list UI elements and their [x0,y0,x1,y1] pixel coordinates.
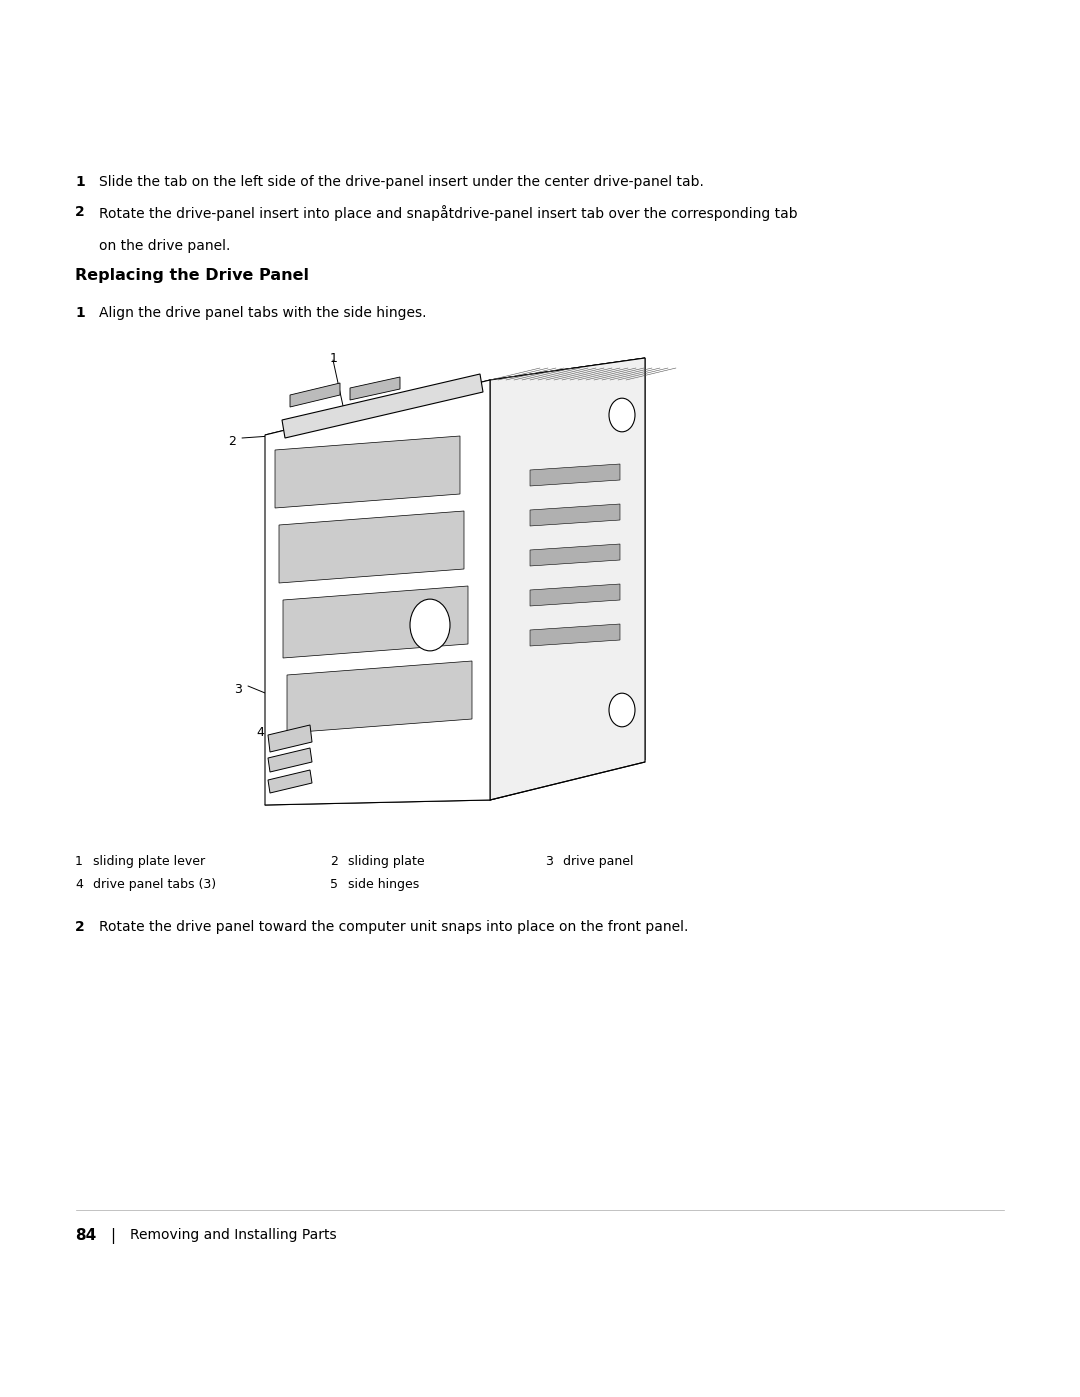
Polygon shape [268,725,312,752]
Polygon shape [283,585,468,658]
Text: 3: 3 [545,855,553,868]
Text: 1: 1 [75,855,83,868]
Text: 84: 84 [75,1228,96,1243]
Polygon shape [279,511,464,583]
Polygon shape [530,464,620,486]
Polygon shape [291,383,340,407]
Text: 5: 5 [291,752,298,766]
Text: Align the drive panel tabs with the side hinges.: Align the drive panel tabs with the side… [98,306,427,320]
Text: 2: 2 [228,434,235,448]
Text: 4: 4 [75,877,83,891]
Polygon shape [268,770,312,793]
Polygon shape [282,374,483,439]
Circle shape [609,693,635,726]
Text: 3: 3 [234,683,242,696]
Text: 1: 1 [330,352,338,365]
Text: sliding plate: sliding plate [348,855,424,868]
Text: Rotate the drive panel toward the computer unit snaps into place on the front pa: Rotate the drive panel toward the comput… [98,921,688,935]
Text: sliding plate lever: sliding plate lever [93,855,205,868]
Text: |: | [110,1228,116,1243]
Circle shape [609,398,635,432]
Text: 2: 2 [75,205,84,219]
Polygon shape [265,358,645,434]
Polygon shape [530,543,620,566]
Polygon shape [530,624,620,645]
Text: drive panel: drive panel [563,855,634,868]
Text: Replacing the Drive Panel: Replacing the Drive Panel [75,268,309,284]
Text: Slide the tab on the left side of the drive-panel insert under the center drive-: Slide the tab on the left side of the dr… [98,175,704,189]
Text: on the drive panel.: on the drive panel. [98,239,230,253]
Text: Removing and Installing Parts: Removing and Installing Parts [130,1228,337,1242]
Text: side hinges: side hinges [348,877,419,891]
Polygon shape [265,380,490,805]
Circle shape [410,599,450,651]
Text: 1: 1 [75,306,84,320]
Text: Rotate the drive-panel insert into place and snapåtdrive-panel insert tab over t: Rotate the drive-panel insert into place… [98,205,797,221]
Polygon shape [490,358,645,800]
Text: 1: 1 [75,175,84,189]
Text: 2: 2 [75,921,84,935]
Polygon shape [350,377,400,400]
Text: 2: 2 [330,855,338,868]
Text: 5: 5 [330,877,338,891]
Polygon shape [287,661,472,733]
Text: drive panel tabs (3): drive panel tabs (3) [93,877,216,891]
Polygon shape [268,747,312,773]
Polygon shape [275,436,460,509]
Text: 4: 4 [256,726,264,739]
Polygon shape [490,358,645,800]
Polygon shape [530,504,620,527]
Polygon shape [530,584,620,606]
